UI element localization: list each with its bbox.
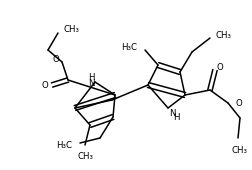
Text: N: N (88, 79, 94, 88)
Text: CH₃: CH₃ (77, 152, 93, 161)
Text: H: H (88, 72, 94, 81)
Text: O: O (235, 98, 242, 107)
Text: CH₃: CH₃ (63, 26, 79, 35)
Text: O: O (42, 81, 48, 89)
Text: N: N (169, 108, 175, 117)
Text: O: O (53, 55, 59, 64)
Text: CH₃: CH₃ (215, 30, 231, 39)
Text: H₃C: H₃C (56, 140, 72, 149)
Text: CH₃: CH₃ (232, 146, 248, 155)
Text: O: O (217, 63, 223, 72)
Text: H: H (173, 114, 179, 123)
Text: H₃C: H₃C (121, 44, 137, 53)
